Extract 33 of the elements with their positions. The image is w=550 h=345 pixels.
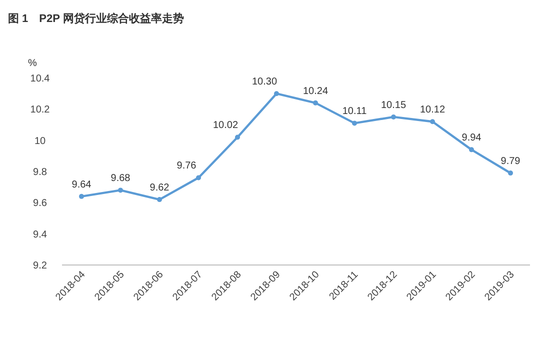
data-label: 9.62: [150, 182, 170, 194]
point: [313, 100, 318, 106]
point: [235, 134, 240, 140]
point: [391, 114, 396, 120]
data-label: 10.24: [302, 86, 328, 97]
point: [352, 120, 357, 126]
y-tick-label: 9.6: [33, 198, 48, 210]
y-tick-label: 9.2: [33, 260, 48, 272]
y-tick-label: 10.4: [30, 74, 50, 84]
data-label: 10.15: [380, 100, 406, 111]
point: [79, 194, 84, 199]
data-label: 10.02: [212, 120, 238, 132]
data-label: 9.94: [462, 132, 482, 144]
data-label: 10.30: [252, 76, 278, 88]
y-axis-title: %: [28, 58, 37, 69]
data-label: 9.76: [176, 160, 197, 172]
data-label: 10.12: [420, 104, 446, 116]
point: [430, 119, 435, 124]
point: [508, 170, 513, 176]
data-label: 9.68: [110, 173, 131, 184]
point: [274, 91, 279, 96]
chart-title: 图 1 P2P 网贷行业综合收益率走势: [8, 12, 184, 25]
y-tick-label: 10: [34, 136, 46, 147]
point: [118, 188, 123, 193]
data-label: 10.11: [342, 106, 368, 118]
data-label: 9.64: [72, 179, 92, 190]
data-label: 9.79: [500, 156, 521, 168]
point: [469, 147, 474, 152]
point: [157, 197, 162, 202]
y-tick-label: 9.8: [33, 167, 48, 178]
y-tick-label: 10.2: [30, 104, 50, 116]
y-tick-label: 9.4: [33, 229, 48, 240]
point: [196, 175, 201, 180]
